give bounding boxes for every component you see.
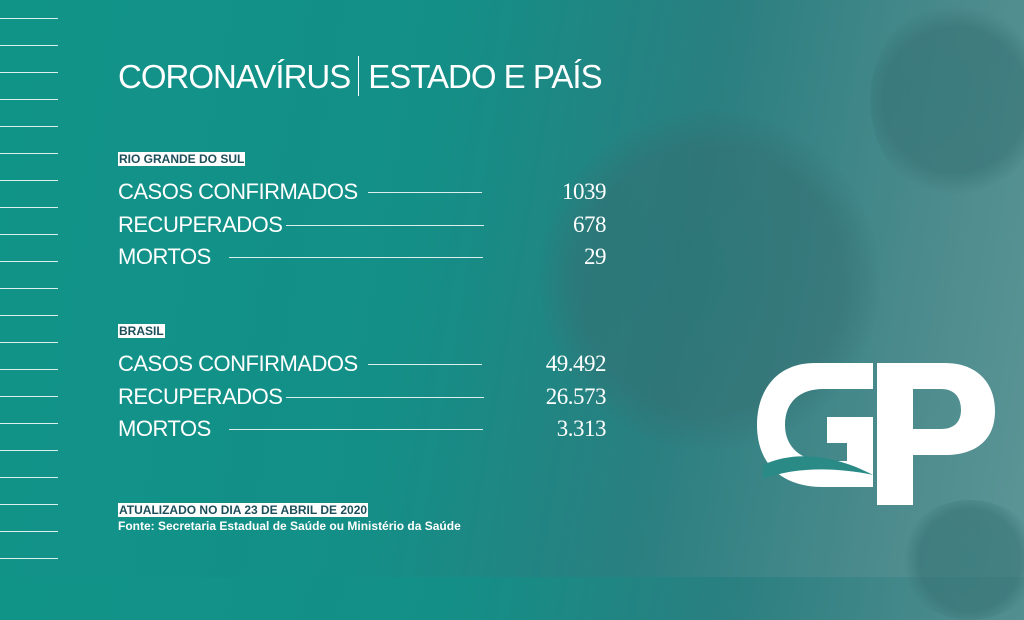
rule-line	[0, 315, 58, 316]
virus-image	[870, 0, 1024, 200]
rule-line	[0, 288, 58, 289]
rule-line	[0, 558, 58, 559]
gp-logo	[757, 363, 995, 505]
stat-row: CASOS CONFIRMADOS 49.492	[118, 349, 607, 379]
stat-value: 678	[573, 212, 607, 237]
stat-label: RECUPERADOS	[118, 384, 283, 409]
rule-line	[0, 423, 58, 424]
rule-line	[0, 342, 58, 343]
rule-line	[0, 261, 58, 262]
stat-label: MORTOS	[118, 244, 211, 269]
stat-label: CASOS CONFIRMADOS	[118, 179, 358, 204]
rule-line	[0, 450, 58, 451]
stat-row: CASOS CONFIRMADOS 1039	[118, 177, 607, 207]
title-bold: ESTADO E PAÍS	[368, 58, 602, 95]
stat-value: 1039	[562, 179, 607, 204]
section-label-rs: RIO GRANDE DO SUL	[118, 152, 246, 166]
leader-line	[367, 363, 482, 365]
rule-line	[0, 504, 58, 505]
page-title: CORONAVÍRUS ESTADO E PAÍS	[118, 56, 603, 96]
leader-line	[286, 224, 485, 226]
source-text: Fonte: Secretaria Estadual de Saúde ou M…	[118, 519, 461, 533]
rule-line	[0, 234, 58, 235]
updated-label: ATUALIZADO NO DIA 23 DE ABRIL DE 2020	[118, 503, 369, 517]
rule-line	[0, 396, 58, 397]
leader-line	[228, 256, 483, 258]
title-divider	[358, 56, 360, 96]
stat-value: 29	[584, 244, 607, 269]
stat-value: 3.313	[556, 416, 607, 441]
leader-line	[228, 428, 483, 430]
stat-value: 49.492	[545, 351, 607, 376]
stat-row: RECUPERADOS 678	[118, 210, 607, 240]
rule-line	[0, 72, 58, 73]
stat-row: RECUPERADOS 26.573	[118, 382, 607, 412]
rule-line	[0, 99, 58, 100]
virus-image	[540, 110, 880, 450]
rule-line	[0, 207, 58, 208]
stat-row: MORTOS 3.313	[118, 414, 607, 444]
rule-line	[0, 45, 58, 46]
stat-value: 26.573	[545, 384, 607, 409]
virus-image	[900, 500, 1024, 620]
rule-line	[0, 477, 58, 478]
rule-line	[0, 180, 58, 181]
rule-line	[0, 153, 58, 154]
leader-line	[286, 396, 485, 398]
stat-label: CASOS CONFIRMADOS	[118, 351, 358, 376]
leader-line	[367, 191, 482, 193]
rule-line	[0, 369, 58, 370]
title-light: CORONAVÍRUS	[118, 58, 351, 95]
stat-label: MORTOS	[118, 416, 211, 441]
rule-line	[0, 126, 58, 127]
stat-label: RECUPERADOS	[118, 212, 283, 237]
section-label-brasil: BRASIL	[118, 324, 165, 338]
rule-line	[0, 18, 58, 19]
stat-row: MORTOS 29	[118, 242, 607, 272]
rule-line	[0, 531, 58, 532]
